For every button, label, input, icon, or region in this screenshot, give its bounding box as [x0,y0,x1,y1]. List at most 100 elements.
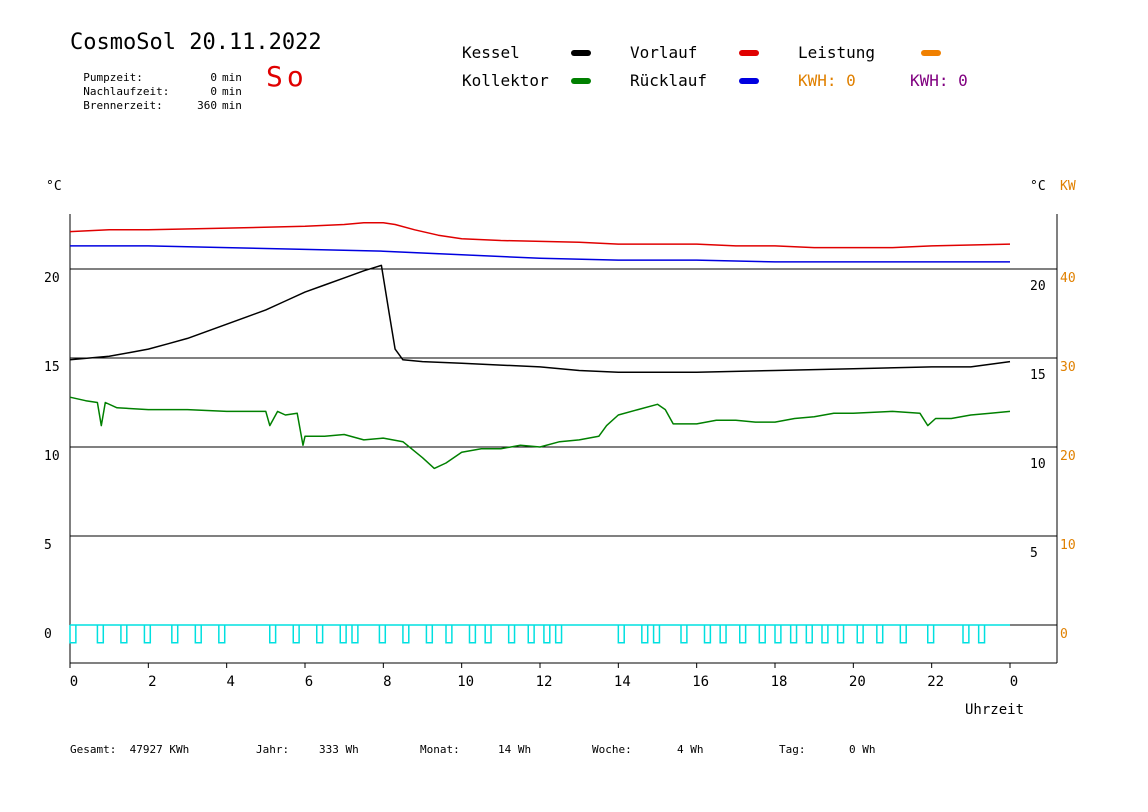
y-right-temp-tick-label: 15 [1030,368,1046,383]
info-unit: min [222,99,242,112]
x-tick-label: 12 [536,674,553,690]
kwh-label: KWH: [910,71,949,90]
x-tick-label: 22 [927,674,944,690]
footer-monat-value: 14 Wh [498,743,532,756]
info-unit: min [222,71,242,84]
footer-woche-value: 4 Wh [677,743,704,756]
series-leistung-pulse [652,625,661,644]
series-leistung-pulse [292,625,300,644]
legend-kwh-leistung: KWH: 0 [798,71,856,90]
series-leistung-pulse [507,625,516,644]
series-leistung-pulse [899,625,907,644]
series-leistung-pulse [96,625,105,644]
series-leistung-pulse [69,625,77,644]
legend-ruecklauf-swatch [739,78,759,84]
x-tick-label: 0 [70,674,78,690]
series-leistung-pulse [876,625,884,644]
series [69,221,1011,644]
y-right-power-unit: KW [1060,179,1076,194]
y-left-tick-label: 0 [44,627,52,642]
kwh-value: 0 [958,71,968,90]
weekday-label: So [266,60,308,93]
series-leistung-pulse [680,625,688,644]
legend-vorlauf-swatch [739,50,759,56]
footer-woche: Woche: [592,743,632,756]
x-tick-label: 6 [305,674,313,690]
y-right-power-tick-label: 20 [1060,449,1076,464]
series-kessel-line [69,264,1011,373]
footer-monat: Monat: [420,743,460,756]
x-tick-label: 8 [383,674,391,690]
series-leistung-pulse [543,625,551,644]
series-leistung-pulse [554,625,563,644]
legend-kollektor-label: Kollektor [462,71,549,90]
x-tick-label: 10 [457,674,474,690]
y-left-tick-label: 10 [44,449,60,464]
series-leistung-pulse [402,625,410,644]
info-value: 0 [210,85,217,98]
legend-leistung-label: Leistung [798,43,876,62]
info-pumpzeit: Pumpzeit: 0 min [70,58,242,84]
footer-label: Tag: [779,743,806,756]
series-leistung-pulse [120,625,128,644]
y-right-temp-tick-label: 20 [1030,279,1046,294]
info-value: 360 [197,99,217,112]
x-tick-label: 20 [849,674,866,690]
y-right-power-tick-label: 0 [1060,627,1068,642]
info-unit: min [222,85,242,98]
info-label: Pumpzeit: [83,71,143,84]
series-leistung-pulse [836,625,845,644]
series-leistung-pulse [856,625,864,644]
footer-label: Gesamt: [70,743,117,756]
footer-jahr-value: 333 Wh [319,743,359,756]
series-leistung-pulse [445,625,453,644]
info-label: Nachlaufzeit: [83,85,170,98]
series-leistung-pulse [143,625,152,644]
kwh-label: KWH: [798,71,837,90]
series-r-cklauf-line [70,245,1010,263]
series-leistung-pulse [758,625,766,644]
footer-gesamt: Gesamt: 47927 KWh [70,743,189,756]
tick-labels: 0 5 10 15 20 5 10 15 20 0 10 20 30 40 0 2 4 6 8 10 12 14 16 18 2… [44,271,1076,690]
footer-jahr: Jahr: [256,743,289,756]
series-leistung-pulse [171,625,179,644]
series-leistung-pulse [527,625,535,644]
x-tick-label: 14 [614,674,631,690]
legend-kessel-label: Kessel [462,43,520,62]
series-leistung-pulse [468,625,477,644]
legend-leistung-swatch [921,50,941,56]
series-leistung-pulse [821,625,829,644]
series-leistung-pulse [351,625,359,644]
footer-label: Jahr: [256,743,290,756]
series-leistung-pulse [962,625,970,644]
y-left-tick-label: 5 [44,538,52,553]
series-leistung-pulse [484,625,492,644]
series-leistung-pulse [316,625,324,644]
grid-lines [70,268,1057,626]
footer-tag: Tag: [779,743,806,756]
y-left-tick-label: 20 [44,271,60,286]
series-leistung-pulse [774,625,782,644]
y-right-temp-tick-label: 5 [1030,546,1038,561]
series-kollektor-line [69,396,1011,470]
series-leistung-pulse [977,625,986,644]
info-value: 0 [210,71,217,84]
x-tick-label: 0 [1010,674,1018,690]
series-leistung-pulse [425,625,434,644]
series-leistung-pulse [269,625,277,644]
y-left-unit: °C [46,179,62,194]
legend-vorlauf-label: Vorlauf [630,43,698,62]
y-right-temp-tick-label: 10 [1030,457,1046,472]
series-vorlauf-line [69,221,1011,249]
axes [69,214,1058,664]
series-leistung-pulse [378,625,387,644]
info-brennerzeit: Brennerzeit: 360 min [70,86,242,112]
series-leistung-pulse [703,625,712,644]
series-leistung-pulse [218,625,226,644]
y-left-tick-label: 15 [44,360,60,375]
footer-label: Monat: [420,743,460,756]
x-tick-label: 18 [771,674,788,690]
x-tick-label: 4 [226,674,234,690]
x-axis-label: Uhrzeit [965,702,1024,718]
